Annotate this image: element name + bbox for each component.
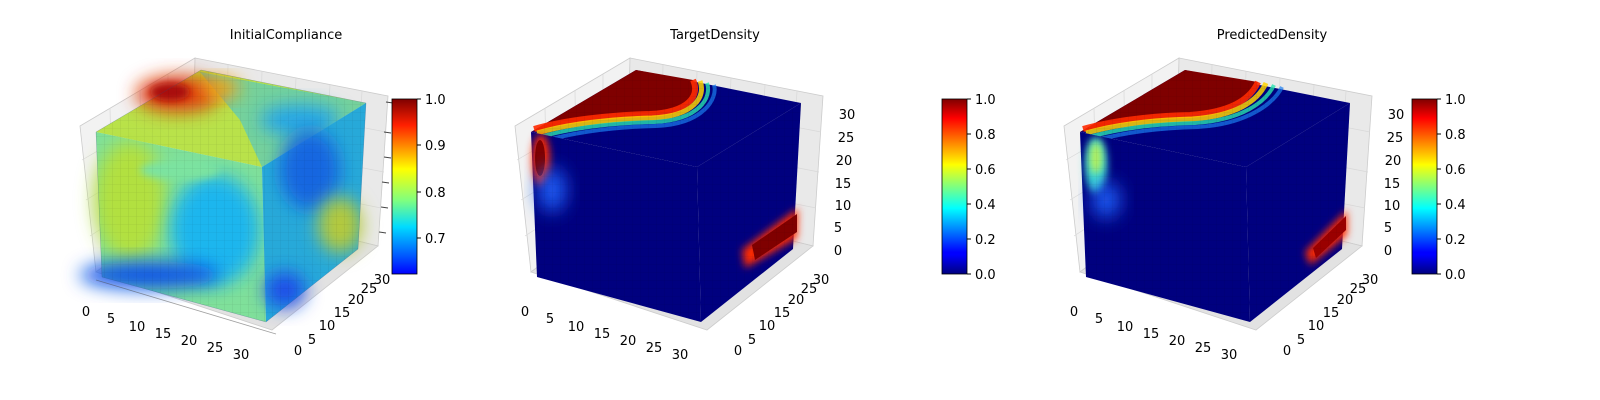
panel-3-colorbar: 0.0 0.2 0.4 0.6 0.8 1.0 <box>1411 93 1466 283</box>
panel-3-cube <box>1080 70 1350 322</box>
panel-2-z-tick: 5 <box>834 221 842 236</box>
panel-3-x-tick: 10 <box>1117 320 1134 335</box>
panel-3-y-tick: 25 <box>1350 282 1367 297</box>
panel-1-x-tick: 10 <box>129 320 146 335</box>
panel-3-y-tick: 0 <box>1283 344 1291 359</box>
panel-2-cube <box>531 70 801 322</box>
panel-2-z-tick: 20 <box>836 154 853 169</box>
panel-3-y-tick: 30 <box>1362 273 1379 288</box>
panel-2-y-tick: 15 <box>774 306 791 321</box>
panel-1-x-tick: 30 <box>233 348 250 363</box>
panel-1-cbar-tick: 0.8 <box>425 186 446 201</box>
panel-3-z-tick: 25 <box>1387 131 1404 146</box>
panel-2-x-tick: 30 <box>672 348 689 363</box>
panel-1-x-tick: 0 <box>82 305 90 320</box>
panel-2-x-tick: 5 <box>546 312 554 327</box>
panel-2-cbar-tick: 0.6 <box>975 163 996 178</box>
panel-1-cube <box>80 69 367 323</box>
panel-2-z-tick: 25 <box>838 131 855 146</box>
panel-2-y-tick: 5 <box>748 333 756 348</box>
panel-1-x-tick: 5 <box>107 312 115 327</box>
panel-2-z-tick: 30 <box>839 108 856 123</box>
panel-3-y-tick: 10 <box>1308 319 1325 334</box>
panel-3-cbar-tick: 1.0 <box>1445 93 1466 108</box>
panel-1-y-tick: 20 <box>348 293 365 308</box>
panel-1-y-tick: 10 <box>319 319 336 334</box>
panel-1-x-tick: 15 <box>155 327 172 342</box>
panel-3-title: PredictedDensity <box>1217 28 1328 43</box>
panel-2-z-tick: 15 <box>835 177 852 192</box>
panel-2-cbar-tick: 0.0 <box>975 268 996 283</box>
panel-3-x-tick: 25 <box>1195 341 1212 356</box>
panel-3-x-tick: 0 <box>1070 305 1078 320</box>
panel-1-y-tick: 15 <box>334 306 351 321</box>
panel-2-y-tick: 0 <box>734 344 742 359</box>
panel-2-y-tick: 10 <box>759 319 776 334</box>
panel-1-cbar-tick: 0.7 <box>425 232 446 247</box>
panel-3-y-tick: 20 <box>1337 293 1354 308</box>
panel-3-y-axis: 0 5 10 15 20 25 30 <box>1283 273 1378 359</box>
panel-1-y-tick: 30 <box>374 273 391 288</box>
panel-3-cbar-tick: 0.2 <box>1445 233 1466 248</box>
panel-1-colorbar: 0.7 0.8 0.9 1.0 <box>391 93 446 275</box>
panel-2-colorbar: 0.0 0.2 0.4 0.6 0.8 1.0 <box>941 93 996 283</box>
panel-3-z-tick: 20 <box>1385 154 1402 169</box>
panel-2-x-tick: 10 <box>568 320 585 335</box>
panel-3-x-tick: 30 <box>1221 348 1238 363</box>
panel-2-z-tick: 0 <box>834 244 842 259</box>
panel-2-title: TargetDensity <box>669 28 760 43</box>
panel-2-y-tick: 25 <box>801 282 818 297</box>
panel-1-x-tick: 25 <box>207 341 224 356</box>
panel-1-y-tick: 0 <box>294 344 302 359</box>
panel-2-cbar-tick: 0.4 <box>975 198 996 213</box>
panel-1-y-tick: 25 <box>361 282 378 297</box>
panel-3-x-tick: 5 <box>1095 312 1103 327</box>
panel-2-x-tick: 25 <box>646 341 663 356</box>
panel-3-x-tick: 15 <box>1143 327 1160 342</box>
panel-3-z-tick: 15 <box>1384 177 1401 192</box>
panel-3-z-tick: 30 <box>1388 108 1405 123</box>
panel-2-y-axis: 0 5 10 15 20 25 30 <box>734 273 829 359</box>
panel-1-cbar-tick: 1.0 <box>425 93 446 108</box>
panel-3-cbar-tick: 0.4 <box>1445 198 1466 213</box>
panel-2-cbar-tick: 0.8 <box>975 128 996 143</box>
panel-2-x-tick: 15 <box>594 327 611 342</box>
panel-3-cbar-tick: 0.0 <box>1445 268 1466 283</box>
panel-1-y-axis: 0 5 10 15 20 25 30 <box>294 273 390 359</box>
panel-2-x-axis: 0 5 10 15 20 25 30 <box>521 305 688 363</box>
panel-3-x-tick: 20 <box>1169 334 1186 349</box>
panel-3-y-tick: 15 <box>1323 306 1340 321</box>
panel-3-x-axis: 0 5 10 15 20 25 30 <box>1070 305 1237 363</box>
panel-3-z-axis: 0 5 10 15 20 25 30 <box>1384 108 1405 259</box>
panel-1-x-tick: 20 <box>181 334 198 349</box>
panel-2-x-tick: 20 <box>620 334 637 349</box>
panel-2-y-tick: 20 <box>788 293 805 308</box>
panel-1-cbar-tick: 0.9 <box>425 139 446 154</box>
panel-3-cbar-tick: 0.6 <box>1445 163 1466 178</box>
panel-2-cbar-tick: 0.2 <box>975 233 996 248</box>
panel-3-y-tick: 5 <box>1297 333 1305 348</box>
panel-1-title: InitialCompliance <box>230 28 343 43</box>
panel-2-cbar-tick: 1.0 <box>975 93 996 108</box>
panel-2-y-tick: 30 <box>813 273 830 288</box>
panel-3-z-tick: 5 <box>1384 221 1392 236</box>
panel-1-x-axis: 0 5 10 15 20 25 30 <box>82 279 277 363</box>
panel-2-z-tick: 10 <box>835 199 852 214</box>
panel-2-x-tick: 0 <box>521 305 529 320</box>
panel-3-z-tick: 0 <box>1384 244 1392 259</box>
panel-2-z-axis: 0 5 10 15 20 25 30 <box>834 108 855 259</box>
panel-1-y-tick: 5 <box>308 333 316 348</box>
panel-3-cbar-tick: 0.8 <box>1445 128 1466 143</box>
panel-3-z-tick: 10 <box>1384 199 1401 214</box>
